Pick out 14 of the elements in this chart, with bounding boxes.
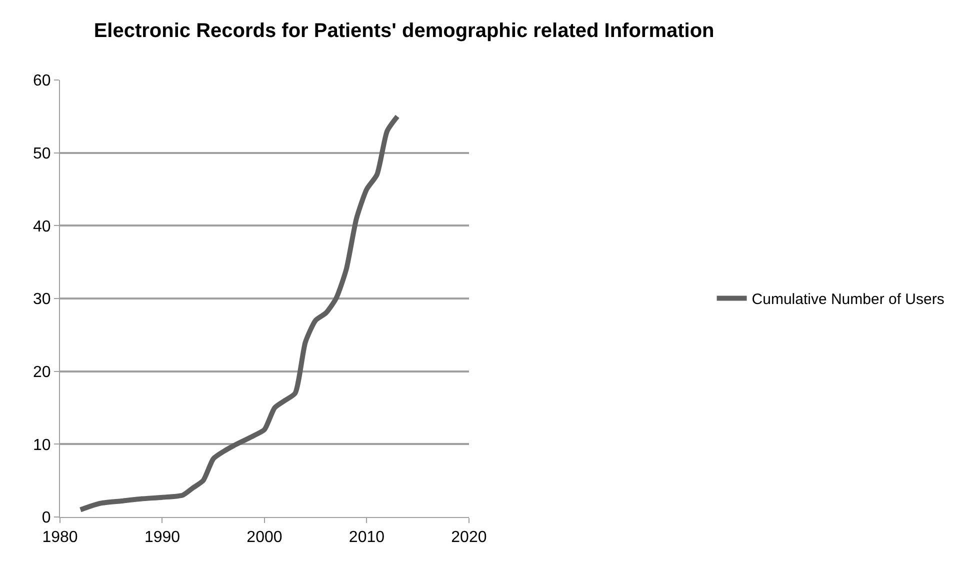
x-tick-label: 1980	[42, 529, 78, 546]
y-tick-label: 0	[42, 510, 51, 527]
x-tick-label: 2000	[246, 529, 282, 546]
legend-label: Cumulative Number of Users	[752, 291, 944, 308]
chart-title: Electronic Records for Patients' demographic related Information	[94, 20, 714, 42]
y-tick-label: 30	[33, 291, 51, 308]
x-tick-label: 1990	[144, 529, 180, 546]
y-tick-label: 10	[33, 436, 51, 454]
y-tick-label: 50	[33, 145, 51, 162]
x-tick-label: 2010	[348, 529, 385, 546]
x-tick-label: 2020	[451, 529, 487, 546]
y-tick-label: 60	[33, 72, 51, 90]
y-tick-label: 20	[33, 364, 51, 381]
y-tick-label: 40	[33, 218, 51, 236]
